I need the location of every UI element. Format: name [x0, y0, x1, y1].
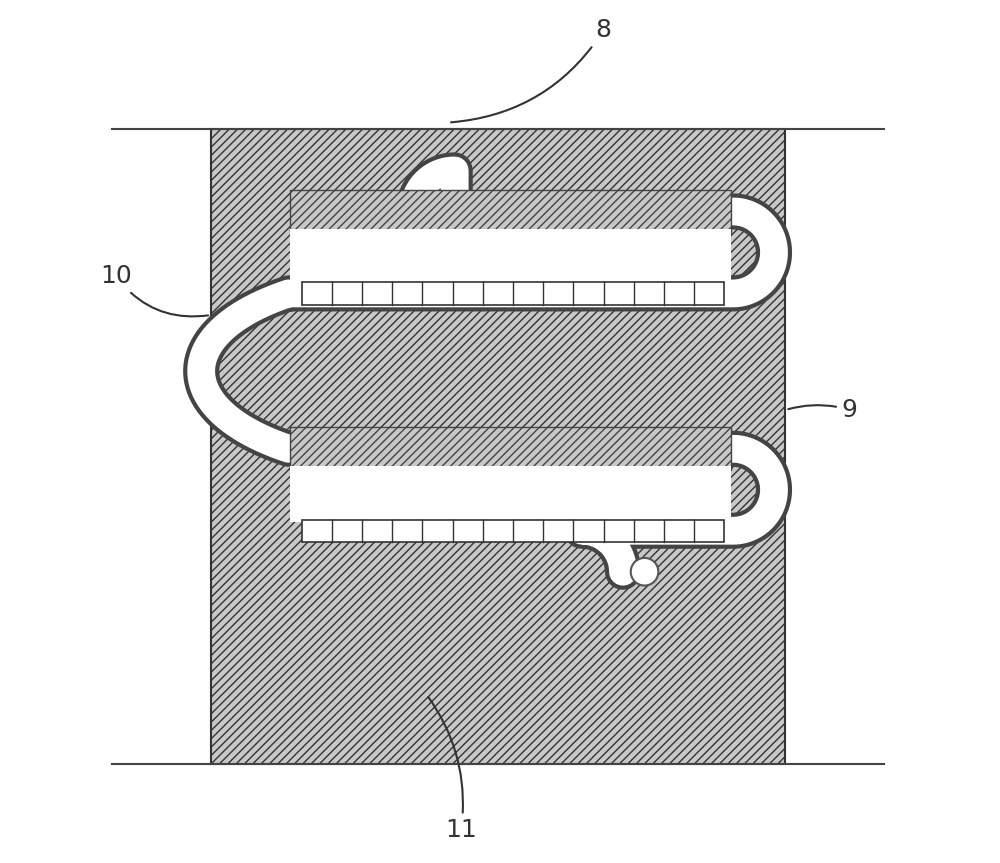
Bar — [290, 190, 731, 233]
Text: 8: 8 — [451, 18, 612, 123]
Text: 10: 10 — [100, 264, 208, 317]
Bar — [302, 520, 724, 542]
Text: 11: 11 — [428, 697, 477, 842]
Bar — [302, 282, 724, 305]
Bar — [290, 466, 731, 522]
Bar — [290, 427, 731, 470]
Circle shape — [631, 558, 658, 585]
Bar — [211, 129, 785, 764]
Bar — [290, 229, 731, 285]
Text: 9: 9 — [788, 398, 857, 422]
